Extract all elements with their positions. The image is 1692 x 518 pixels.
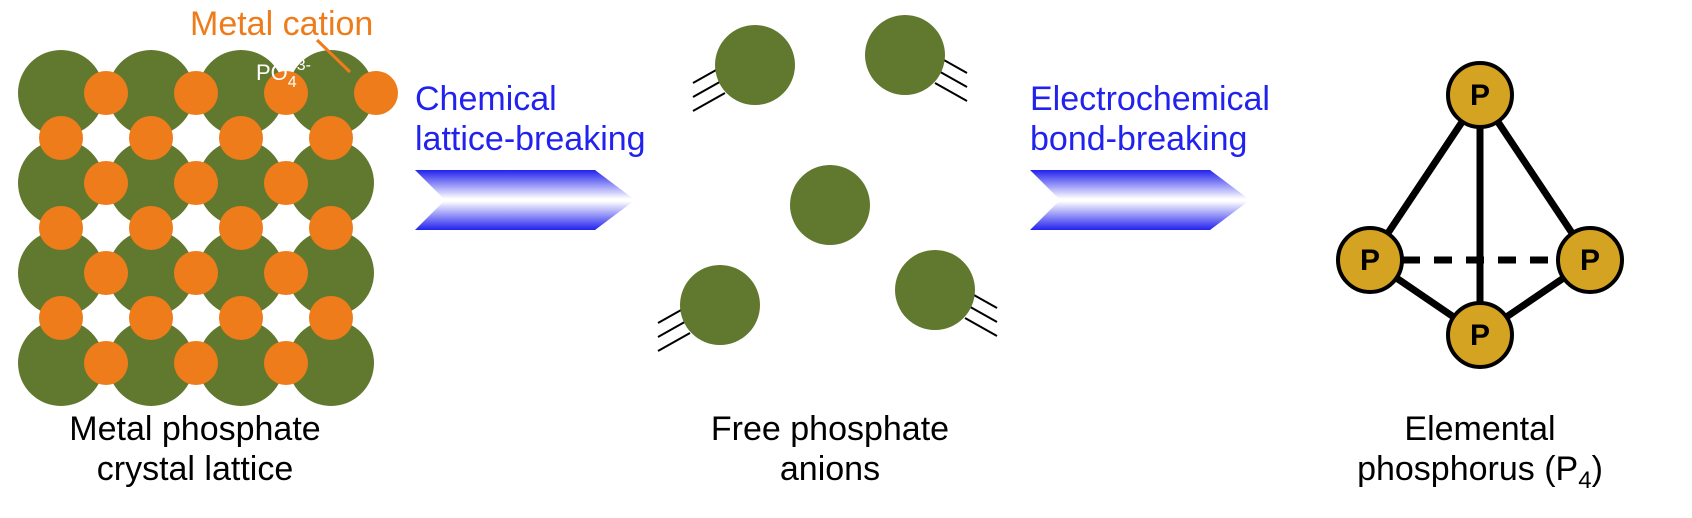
metal-cation [219, 116, 263, 160]
metal-cation [84, 71, 128, 115]
metal-cation [309, 116, 353, 160]
metal-cation [354, 71, 398, 115]
metal-cation [219, 206, 263, 250]
free-phosphate [865, 15, 945, 95]
metal-cation [264, 161, 308, 205]
metal-cation [39, 296, 83, 340]
metal-cation [39, 116, 83, 160]
arrow1-label-1: Chemical [415, 80, 557, 118]
metal-cation [309, 296, 353, 340]
metal-cation [219, 296, 263, 340]
p4-caption-2-sub: 4 [1578, 467, 1591, 494]
metal-cation [129, 116, 173, 160]
po4-base: PO [256, 60, 288, 85]
metal-cation [174, 161, 218, 205]
p4-group: P P P P [1338, 63, 1622, 367]
p-atom-label: P [1580, 244, 1600, 277]
motion-line [693, 93, 725, 111]
metal-cation [309, 206, 353, 250]
free-caption-2: anions [780, 450, 880, 488]
p4-caption-1: Elemental [1404, 410, 1555, 448]
metal-cation [174, 341, 218, 385]
metal-cation [129, 206, 173, 250]
metal-cation [39, 206, 83, 250]
motion-line [965, 318, 997, 336]
po4-sub: 4 [288, 74, 297, 91]
free-phosphate [790, 165, 870, 245]
metal-cation-label: Metal cation [190, 5, 373, 43]
metal-cation [264, 341, 308, 385]
motion-line [935, 83, 967, 101]
metal-cation [174, 251, 218, 295]
po4-sup: 3- [297, 57, 311, 74]
metal-cation [84, 251, 128, 295]
free-caption-1: Free phosphate [711, 410, 949, 448]
arrow2-label-2: bond-breaking [1030, 120, 1247, 158]
lattice-caption-2: crystal lattice [97, 450, 294, 488]
metal-cation [129, 296, 173, 340]
arrow-1: Chemical lattice-breaking [415, 80, 646, 230]
p-atom-label: P [1470, 79, 1490, 112]
metal-cation [264, 251, 308, 295]
free-phosphate [680, 265, 760, 345]
metal-cation [174, 71, 218, 115]
free-phosphate [715, 25, 795, 105]
arrow1-label-2: lattice-breaking [415, 120, 646, 158]
metal-cation [84, 341, 128, 385]
p4-caption-2b: ) [1592, 450, 1603, 488]
p-atom-label: P [1470, 319, 1490, 352]
metal-cation [84, 161, 128, 205]
lattice-caption-1: Metal phosphate [69, 410, 320, 448]
svg-text:phosphorus (P4): phosphorus (P4) [1357, 450, 1603, 494]
motion-line [658, 333, 690, 351]
lattice-group [18, 50, 398, 406]
arrow-2: Electrochemical bond-breaking [1030, 80, 1270, 230]
p-atom-label: P [1360, 244, 1380, 277]
free-phosphate [895, 250, 975, 330]
arrow2-label-1: Electrochemical [1030, 80, 1270, 118]
p4-caption-2a: phosphorus (P [1357, 450, 1578, 488]
free-anions-group [658, 15, 997, 351]
